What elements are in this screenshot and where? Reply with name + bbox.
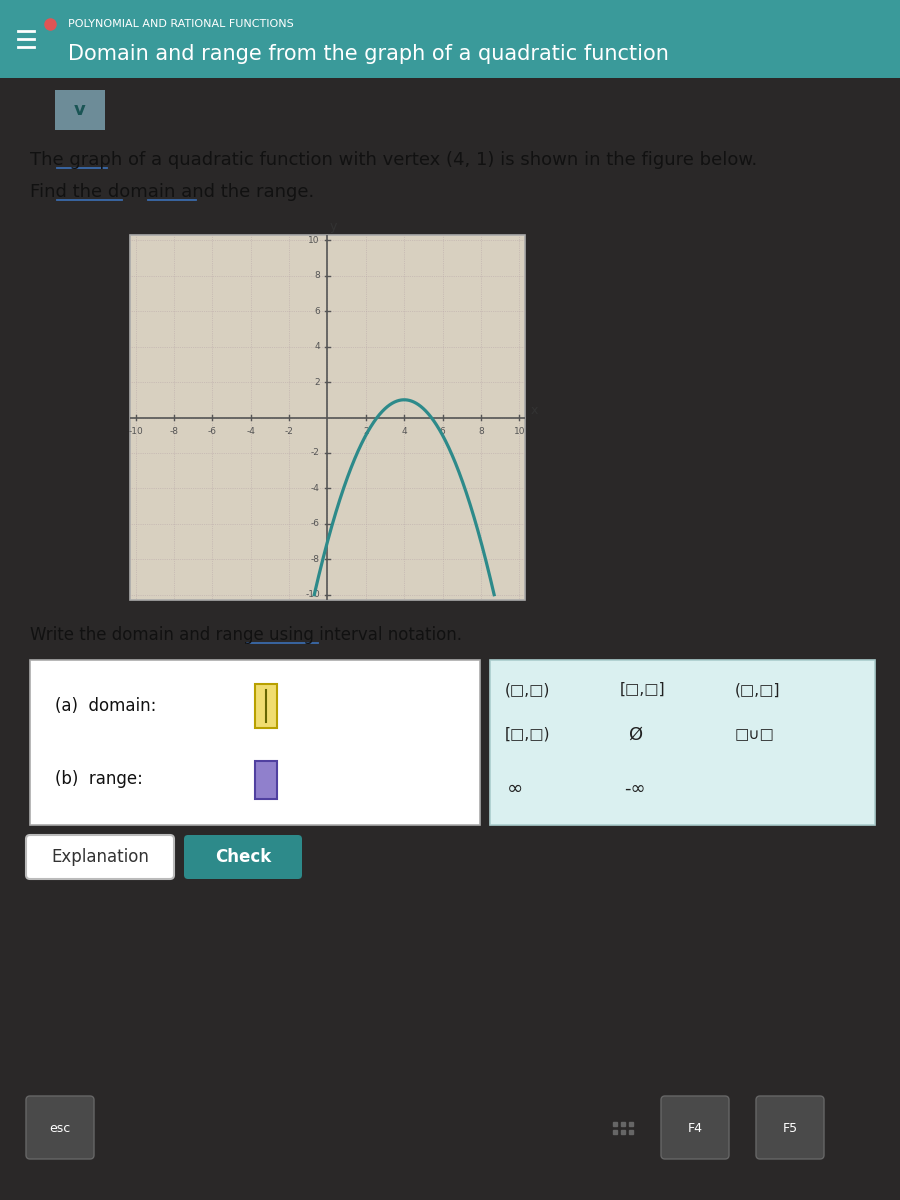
Text: ∞: ∞ (507, 779, 523, 798)
Text: Check: Check (215, 848, 271, 866)
Text: (□,□]: (□,□] (735, 682, 780, 697)
Text: v: v (74, 101, 86, 119)
Text: The graph of a quadratic function with vertex (4, 1) is shown in the figure belo: The graph of a quadratic function with v… (30, 151, 757, 169)
Text: -8: -8 (169, 427, 178, 437)
Text: F4: F4 (688, 1122, 703, 1134)
Text: -2: -2 (311, 449, 320, 457)
Text: 8: 8 (478, 427, 484, 437)
Text: (□,□): (□,□) (505, 682, 551, 697)
Bar (55, 90, 105, 130)
Text: 8: 8 (314, 271, 319, 281)
Text: x: x (531, 404, 538, 416)
FancyBboxPatch shape (756, 1096, 824, 1159)
Text: Write the domain and range using interval notation.: Write the domain and range using interva… (30, 626, 462, 644)
Text: 4: 4 (314, 342, 319, 352)
Text: esc: esc (50, 1122, 70, 1134)
Bar (30, 660, 480, 826)
Text: Explanation: Explanation (51, 848, 149, 866)
Text: -4: -4 (247, 427, 256, 437)
Text: -10: -10 (305, 590, 320, 599)
Text: -4: -4 (311, 484, 320, 493)
Bar (255, 761, 277, 799)
Text: y: y (329, 220, 337, 233)
FancyBboxPatch shape (184, 835, 302, 878)
Bar (130, 235, 525, 600)
Text: [□,□]: [□,□] (620, 682, 666, 697)
Text: [□,□): [□,□) (505, 727, 551, 742)
FancyBboxPatch shape (661, 1096, 729, 1159)
FancyBboxPatch shape (26, 1096, 94, 1159)
Text: 6: 6 (440, 427, 445, 437)
Text: -∞: -∞ (625, 780, 646, 798)
Text: Find the domain and the range.: Find the domain and the range. (30, 182, 314, 200)
Text: □∪□: □∪□ (735, 727, 775, 742)
Text: -10: -10 (129, 427, 143, 437)
Text: 6: 6 (314, 307, 319, 316)
Text: (b)  range:: (b) range: (55, 770, 143, 787)
Text: POLYNOMIAL AND RATIONAL FUNCTIONS: POLYNOMIAL AND RATIONAL FUNCTIONS (68, 19, 293, 29)
Text: 4: 4 (401, 427, 407, 437)
Text: 2: 2 (314, 378, 319, 386)
Bar (255, 684, 277, 728)
Bar (0, 0, 900, 78)
Text: Domain and range from the graph of a quadratic function: Domain and range from the graph of a qua… (68, 44, 669, 64)
Text: 10: 10 (309, 236, 320, 245)
Text: -6: -6 (310, 520, 320, 528)
Text: (a)  domain:: (a) domain: (55, 697, 157, 715)
Text: -2: -2 (284, 427, 293, 437)
Text: -6: -6 (208, 427, 217, 437)
Bar (490, 660, 875, 826)
Text: 2: 2 (363, 427, 369, 437)
Text: 10: 10 (514, 427, 525, 437)
Text: Ø: Ø (628, 725, 642, 743)
Text: -8: -8 (310, 554, 320, 564)
FancyBboxPatch shape (26, 835, 174, 878)
Text: F5: F5 (782, 1122, 797, 1134)
